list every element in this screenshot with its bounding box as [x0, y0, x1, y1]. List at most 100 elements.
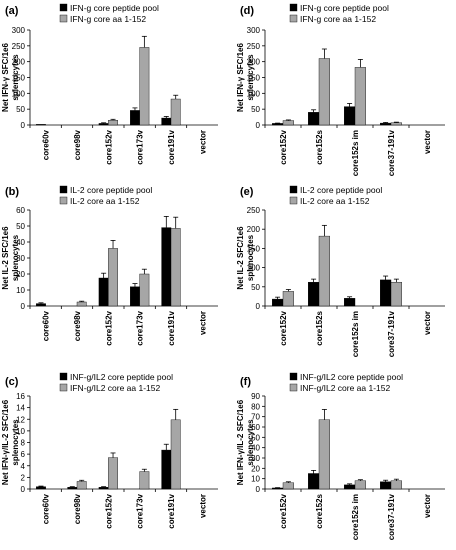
- bar: [161, 449, 172, 490]
- y-tick-label: 8: [21, 439, 26, 448]
- y-tick-label: 300: [12, 26, 26, 35]
- bar: [36, 486, 46, 490]
- bar: [272, 123, 284, 126]
- legend-label: IFN-g core peptide pool: [300, 3, 389, 13]
- panel-label: (c): [5, 376, 19, 388]
- y-tick-label: 16: [16, 392, 25, 401]
- y-tick-label: 60: [16, 206, 25, 215]
- y-axis-label: Net IL-2 SFC/1e6: [1, 226, 10, 290]
- y-tick-label: 30: [16, 254, 25, 263]
- y-tick-label: 6: [21, 450, 26, 459]
- bar: [282, 482, 295, 490]
- bar: [36, 303, 46, 307]
- legend-swatch: [289, 372, 298, 381]
- y-axis-label: splenocytes: [246, 54, 255, 101]
- y-axis-label: splenocytes: [246, 234, 255, 281]
- y-tick-label: 50: [16, 105, 25, 114]
- y-axis-label: Net IFN-γ SFC/1e6: [1, 42, 10, 111]
- category-label: core152v: [104, 310, 113, 345]
- legend-label: INF-g/IL2 core aa 1-152: [300, 383, 391, 393]
- bar: [36, 124, 46, 126]
- panel-label: (a): [5, 5, 19, 17]
- category-label: core37-191v: [387, 493, 396, 540]
- y-tick-label: 50: [251, 105, 260, 114]
- chart-panel: (f) INF-g/IL2 core peptide poolINF-g/IL2 …: [236, 372, 445, 540]
- y-tick-label: 14: [16, 404, 25, 413]
- category-label: core173v: [136, 310, 145, 345]
- y-tick-label: 10: [16, 286, 25, 295]
- bar: [390, 122, 403, 126]
- bar: [344, 484, 356, 490]
- bar: [170, 228, 181, 307]
- y-tick-label: 20: [251, 464, 260, 473]
- panel-label: (f): [240, 376, 251, 388]
- bar: [318, 58, 331, 126]
- y-tick-label: 40: [251, 444, 260, 453]
- y-tick-label: 20: [16, 270, 25, 279]
- category-label: core152s im: [351, 311, 360, 357]
- y-tick-label: 12: [16, 415, 25, 424]
- category-label: vector: [198, 494, 207, 518]
- category-label: core98v: [73, 310, 82, 341]
- y-tick-label: 10: [251, 475, 260, 484]
- bar: [139, 47, 150, 126]
- bar: [170, 419, 181, 490]
- y-tick-label: 100: [12, 89, 26, 98]
- y-axis-label: splenocytes: [11, 234, 20, 281]
- y-tick-label: 200: [12, 58, 26, 67]
- bar: [354, 67, 367, 126]
- panel-label: (d): [240, 5, 254, 17]
- legend-label: INF-g/IL2 core peptide pool: [300, 372, 403, 382]
- category-label: core98v: [73, 129, 82, 160]
- y-tick-label: 0: [256, 485, 261, 494]
- category-label: core98v: [73, 493, 82, 524]
- bar: [308, 112, 320, 126]
- category-label: core191v: [167, 129, 176, 164]
- category-label: core152v: [104, 493, 113, 528]
- bar: [170, 98, 181, 126]
- bar: [76, 481, 87, 490]
- category-label: core60v: [42, 493, 51, 524]
- bar: [318, 419, 331, 490]
- chart-panel: (c) INF-g/IL2 core peptide poolIFN-g/IL2 …: [1, 372, 218, 529]
- legend-swatch: [59, 196, 68, 205]
- legend-swatch: [289, 383, 298, 392]
- y-tick-label: 0: [21, 302, 26, 311]
- category-label: core152v: [279, 129, 288, 164]
- panel-label: (b): [5, 186, 19, 198]
- y-tick-label: 200: [247, 225, 261, 234]
- bar: [318, 235, 331, 307]
- y-tick-label: 0: [21, 485, 26, 494]
- category-label: vector: [423, 494, 432, 518]
- bar: [161, 117, 172, 126]
- legend-swatch: [59, 14, 68, 23]
- category-label: core60v: [42, 129, 51, 160]
- category-label: core152s: [315, 310, 324, 345]
- category-label: core152v: [279, 493, 288, 528]
- category-label: core152v: [104, 129, 113, 164]
- category-label: vector: [423, 130, 432, 154]
- y-tick-label: 100: [247, 89, 261, 98]
- bar: [130, 286, 140, 307]
- y-tick-label: 0: [21, 121, 26, 130]
- legend-label: IL-2 core aa 1-152: [300, 196, 370, 206]
- y-tick-label: 300: [247, 26, 261, 35]
- y-tick-label: 50: [251, 433, 260, 442]
- y-tick-label: 70: [251, 413, 260, 422]
- y-tick-label: 4: [21, 462, 26, 471]
- legend-label: IFN-g core peptide pool: [70, 3, 159, 13]
- category-label: vector: [423, 311, 432, 335]
- category-label: core152s im: [351, 130, 360, 176]
- y-tick-label: 250: [247, 206, 261, 215]
- y-axis-label: Net IFN-γ SFC/1e6: [236, 42, 245, 111]
- bar: [108, 120, 118, 126]
- bar: [354, 480, 367, 490]
- legend-swatch: [59, 185, 68, 194]
- bar: [130, 110, 140, 126]
- y-tick-label: 60: [251, 423, 260, 432]
- y-tick-label: 50: [251, 283, 260, 292]
